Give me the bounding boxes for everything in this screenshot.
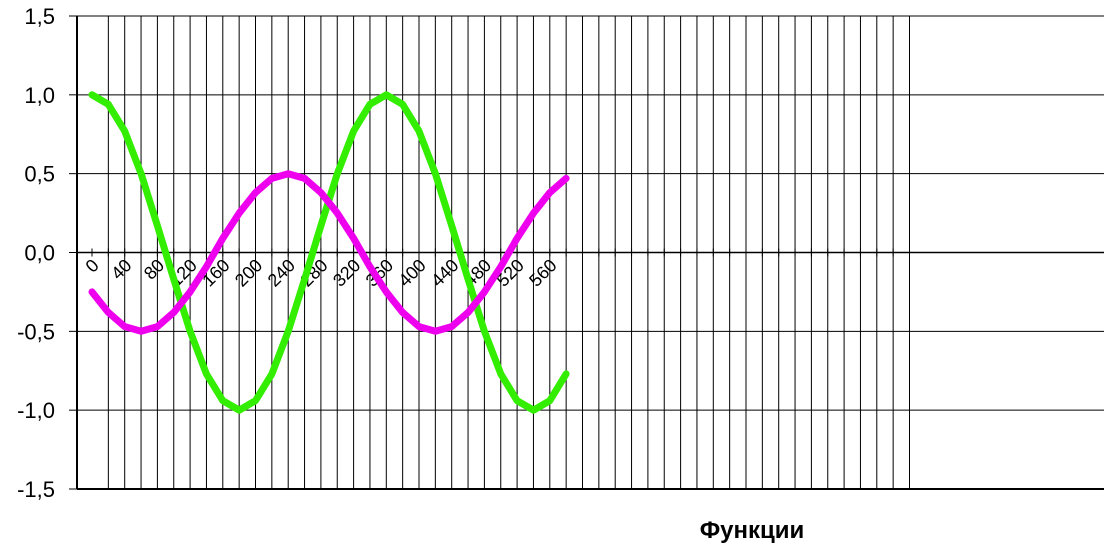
y-tick-label: -0,5 (17, 319, 55, 344)
series-lines (88, 91, 570, 414)
y-tick-label: -1,0 (17, 398, 55, 423)
x-tick-label: 80 (140, 255, 168, 283)
series-line-2 (88, 170, 570, 335)
x-axis-title: Функции (700, 517, 805, 544)
x-tick-label: 40 (107, 255, 135, 283)
x-tick-label: 0 (82, 255, 103, 276)
x-tick-label: 560 (525, 255, 560, 290)
x-tick-label: 400 (394, 255, 429, 290)
y-tick-label: -1,5 (17, 477, 55, 502)
y-tick-label: 1,5 (24, 4, 55, 29)
x-tick-label: 200 (231, 255, 266, 290)
axes (76, 16, 1104, 490)
y-tick-label: 1,0 (24, 83, 55, 108)
y-tick-label: 0,5 (24, 162, 55, 187)
x-tick-label: 440 (427, 255, 462, 290)
x-tick-label: 320 (329, 255, 364, 290)
x-tick-label: 240 (264, 255, 299, 290)
y-axis-tick-labels: -1,5 -1,0 -0,5 0,0 0,5 1,0 1,5 (17, 4, 55, 502)
y-tick-label: 0,0 (24, 241, 55, 266)
